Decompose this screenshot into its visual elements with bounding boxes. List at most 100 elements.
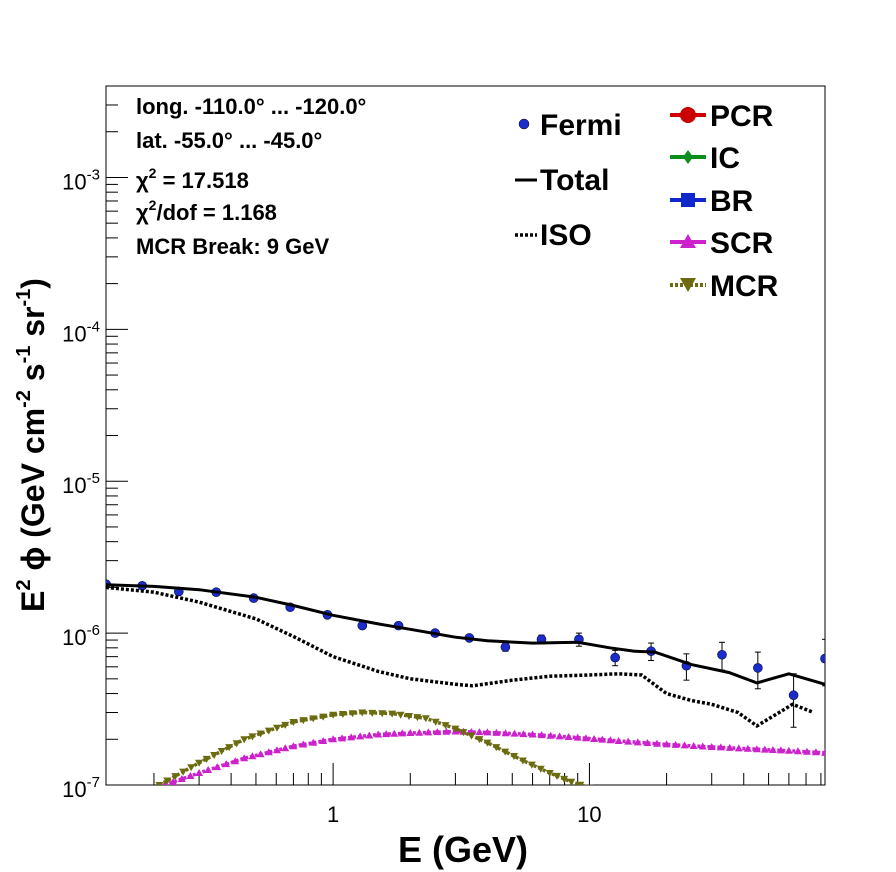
scr-marker — [309, 738, 318, 746]
scr-marker — [475, 728, 484, 736]
mcr-marker — [232, 740, 241, 748]
mcr-marker — [459, 729, 468, 737]
y-title-phi: ϕ (GeV cm — [15, 408, 51, 571]
legend-fermi-marker — [518, 118, 530, 130]
legend-item-iso: ISO — [515, 219, 592, 252]
legend-fermi-label: Fermi — [540, 109, 622, 142]
mcr-marker — [388, 710, 397, 718]
scr-marker — [680, 741, 689, 749]
scr-marker — [811, 748, 820, 756]
mcr-marker — [527, 761, 536, 769]
scr-marker — [598, 735, 607, 743]
mcr-marker — [536, 765, 545, 773]
series-clip-group — [106, 579, 825, 785]
legend-pcr-marker — [680, 107, 696, 123]
mcr-marker — [281, 721, 290, 729]
legend-item-fermi: Fermi — [518, 109, 622, 142]
legend-ic-label: IC — [710, 142, 740, 175]
scr-marker — [281, 744, 290, 752]
scr-marker — [752, 745, 761, 753]
scr-marker — [784, 746, 793, 754]
scr-marker — [652, 739, 661, 747]
scr-marker — [768, 746, 777, 754]
annotation-mcr-break: MCR Break: 9 GeV — [136, 234, 330, 259]
axis-ticks — [106, 85, 822, 786]
annotation-chi2: χ2 = 17.518 — [136, 165, 249, 193]
mcr-marker — [441, 722, 450, 730]
x-axis-title: E (GeV) — [398, 829, 528, 870]
legend-item-br: BR — [670, 185, 754, 218]
scr-marker — [483, 728, 492, 736]
scr-marker — [698, 742, 707, 750]
fermi-point — [610, 652, 620, 663]
mcr-marker — [248, 733, 257, 741]
legend-br-label: BR — [710, 185, 754, 218]
scr-marker — [662, 740, 671, 748]
mcr-marker — [338, 711, 347, 719]
mcr-marker — [467, 732, 476, 740]
scr-marker — [671, 740, 680, 748]
fermi-point — [500, 642, 511, 652]
y-tick-label: 10-6 — [62, 622, 100, 650]
annotation-longitude: long. -110.0° ... -120.0° — [136, 94, 366, 119]
mcr-marker — [585, 784, 594, 785]
scr-marker — [743, 744, 752, 752]
scr-marker — [501, 729, 510, 737]
y-axis-title: E2 ϕ (GeV cm-2 s-1 sr-1) — [13, 278, 51, 612]
scr-marker — [573, 733, 582, 741]
scr-marker — [390, 729, 399, 737]
y-tick-label: 10-5 — [62, 470, 100, 498]
y-title-sup3: -1 — [13, 346, 35, 364]
mcr-marker — [576, 781, 585, 785]
y-title-sup1: 2 — [13, 580, 35, 591]
legend-br-marker — [681, 193, 695, 207]
y-title-sr: sr — [15, 306, 51, 345]
x-tick-label: 1 — [327, 802, 339, 827]
scr-marker — [546, 731, 555, 739]
scr-marker — [519, 730, 528, 738]
fermi-point — [753, 663, 763, 673]
mcr-marker — [545, 769, 554, 777]
annotation-latitude: lat. -55.0° ... -45.0° — [136, 128, 322, 153]
scr-marker — [319, 737, 328, 745]
mcr-marker — [348, 710, 357, 718]
scr-marker — [555, 732, 564, 740]
scr-marker — [231, 757, 240, 765]
scr-marker — [213, 763, 222, 771]
mcr-marker — [217, 748, 226, 756]
legend-scr-marker — [680, 234, 696, 248]
scr-marker — [222, 760, 231, 768]
mcr-marker — [289, 718, 298, 726]
annotation-box: long. -110.0° ... -120.0° lat. -55.0° ..… — [136, 94, 366, 259]
mcr-marker — [567, 778, 576, 785]
mcr-marker — [501, 748, 510, 756]
mcr-marker — [155, 782, 164, 785]
legend-item-ic: IC — [670, 142, 740, 175]
legend-mcr-label: MCR — [710, 270, 779, 303]
scr-marker — [614, 736, 623, 744]
scr-marker — [195, 768, 204, 776]
mcr-marker — [358, 709, 367, 717]
scr-marker — [264, 748, 273, 756]
y-title-sup2: -2 — [13, 390, 35, 408]
fermi-point — [788, 690, 799, 701]
scr-marker — [329, 735, 338, 743]
scr-marker — [415, 728, 424, 736]
legend-scr-label: SCR — [710, 227, 774, 260]
scr-marker — [204, 766, 213, 774]
mcr-marker — [396, 711, 405, 719]
scr-marker — [299, 740, 308, 748]
scr-marker — [177, 774, 186, 782]
legend-total-label: Total — [540, 164, 609, 197]
mcr-marker — [319, 713, 328, 721]
mcr-marker — [405, 712, 414, 720]
scr-marker — [442, 727, 451, 735]
scr-marker — [347, 733, 356, 741]
mcr-marker — [483, 739, 492, 747]
mcr-marker — [202, 755, 211, 763]
legend-item-pcr: PCR — [670, 100, 774, 133]
mcr-marker — [195, 759, 204, 767]
scr-marker — [356, 732, 365, 740]
scr-marker — [248, 752, 257, 760]
